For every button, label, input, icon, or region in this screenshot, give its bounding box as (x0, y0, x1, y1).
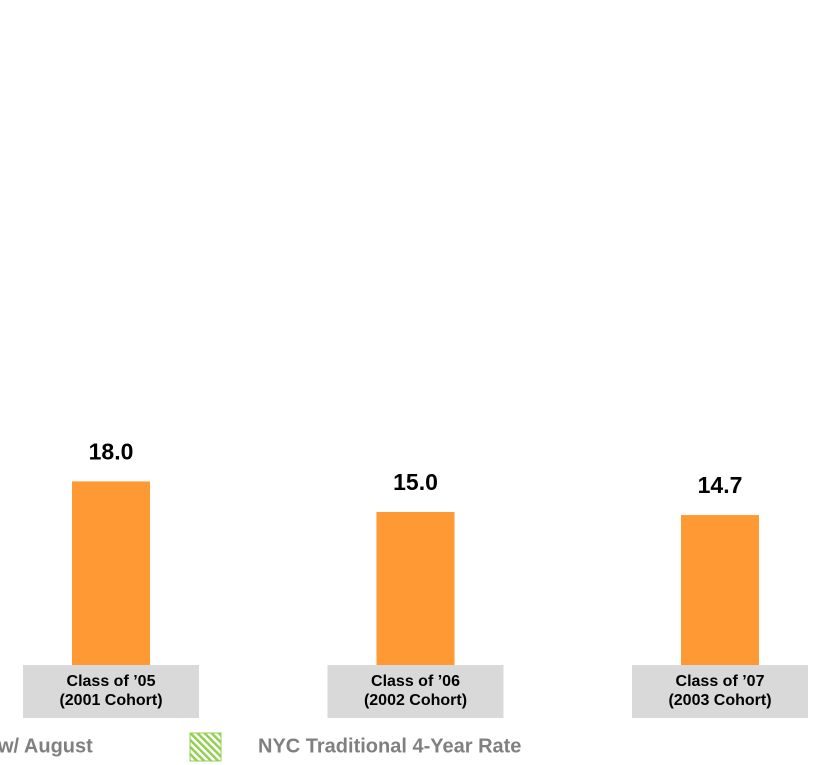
category-label: Class of ’07 (676, 673, 765, 690)
category-box (327, 665, 504, 718)
bar (72, 481, 150, 665)
legend-label: NYC Traditional 4-Year Rate (258, 735, 521, 757)
value-label: 15.0 (393, 469, 438, 495)
value-label: 18.0 (89, 438, 134, 464)
category-label: Class of ’06 (371, 673, 460, 690)
bar (681, 515, 759, 665)
category-label: Class of ’05 (67, 673, 156, 690)
bar (376, 512, 455, 665)
category-box (632, 665, 808, 718)
category-label: (2002 Cohort) (364, 692, 467, 709)
value-label: 14.7 (698, 472, 743, 498)
category-label: (2001 Cohort) (59, 692, 162, 709)
legend-swatch (189, 732, 222, 762)
legend-label: w/ August (0, 735, 93, 757)
category-label: (2003 Cohort) (668, 692, 771, 709)
category-box (23, 665, 199, 718)
